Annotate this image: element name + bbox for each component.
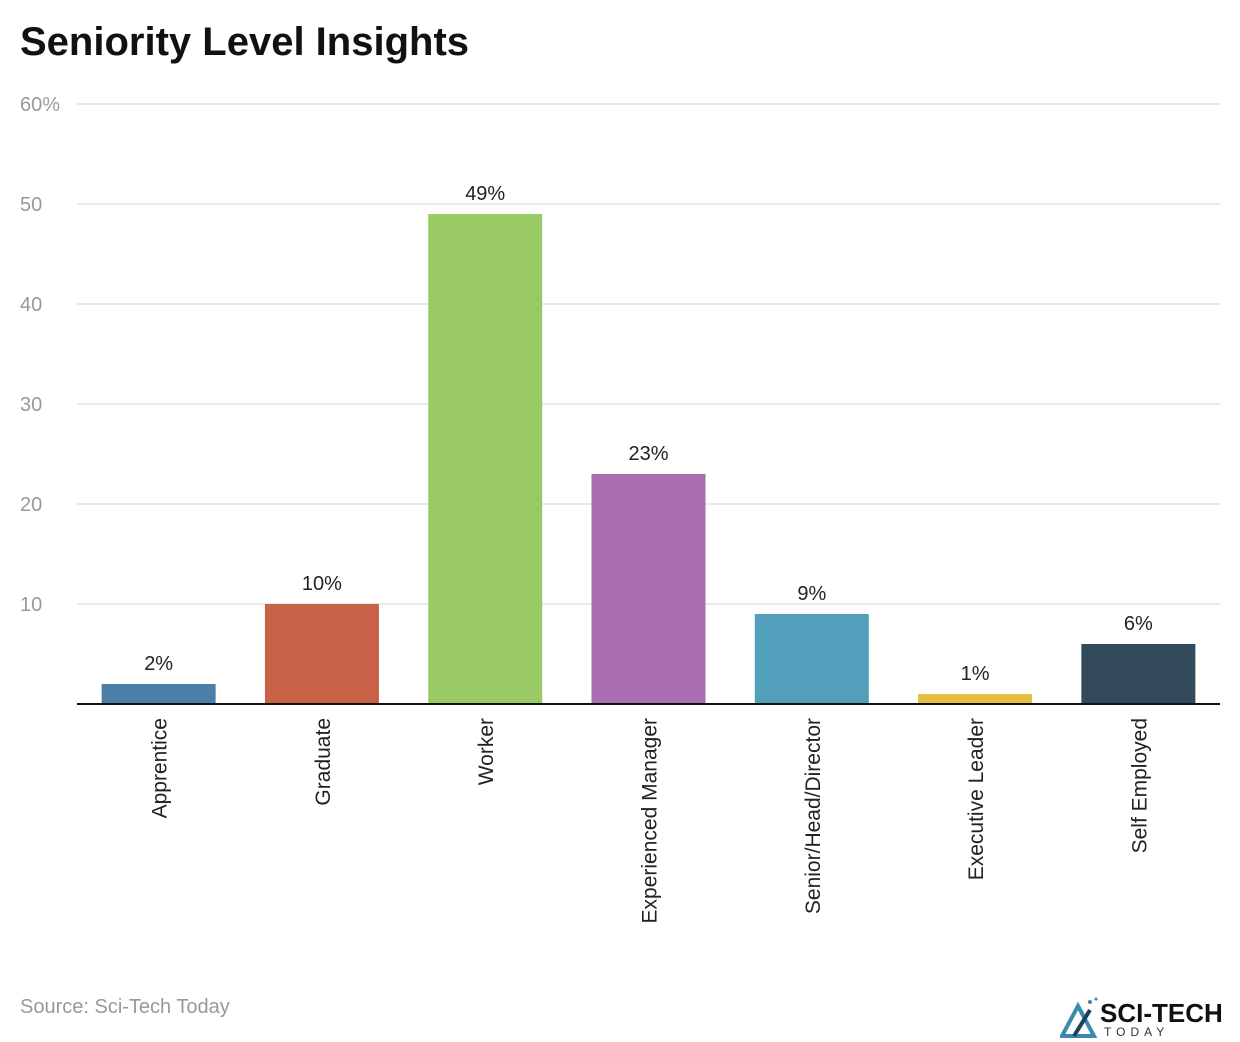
bar-worker [428,214,543,704]
x-tick-label: Worker [475,718,498,785]
y-tick-label: 60% [20,94,60,116]
y-tick-label: 20 [20,494,42,516]
y-tick-label: 10 [20,594,42,616]
x-tick-label: Self Employed [1128,718,1151,853]
chart-title: Seniority Level Insights [20,20,470,64]
bar-executive-leader [918,694,1033,704]
bar-graduate [264,604,379,704]
y-tick-label: 30 [20,394,42,416]
svg-text:SCI-TECH: SCI-TECH [1100,998,1223,1028]
data-label: 23% [628,443,668,465]
bar-senior-head-director [754,614,869,704]
x-tick-label: Graduate [312,718,335,806]
x-tick-label: Experienced Manager [639,718,662,923]
data-label: 10% [302,573,342,595]
x-tick-label: Senior/Head/Director [802,718,825,914]
data-label: 6% [1124,613,1153,635]
x-tick-label: Apprentice [149,718,172,818]
data-label: 9% [797,583,826,605]
y-tick-label: 50 [20,194,42,216]
data-label: 1% [961,663,990,685]
bar-self-employed [1081,644,1196,704]
x-tick-label: Executive Leader [965,718,988,880]
source-note: Source: Sci-Tech Today [20,996,230,1018]
data-label: 49% [465,183,505,205]
svg-text:TODAY: TODAY [1104,1025,1169,1038]
bar-experienced-manager [591,474,706,704]
data-label: 2% [144,653,173,675]
y-tick-label: 40 [20,294,42,316]
bar-apprentice [101,684,216,704]
sci-tech-logo: SCI-TECH TODAY [1060,997,1223,1038]
